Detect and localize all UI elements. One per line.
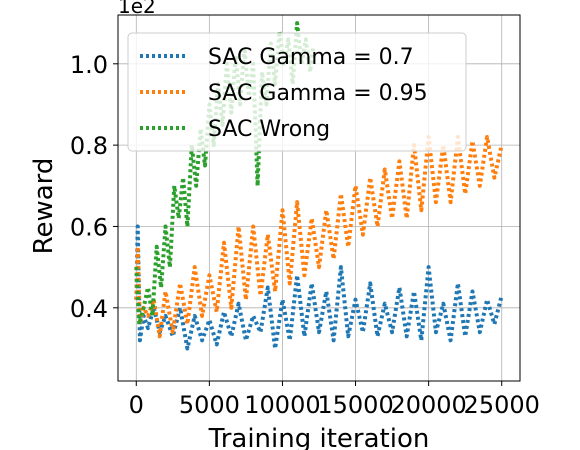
y-axis-title: Reward bbox=[29, 158, 59, 255]
x-tick-label: 25000 bbox=[464, 391, 540, 419]
legend-label-gamma-095: SAC Gamma = 0.95 bbox=[208, 81, 428, 106]
y-tick-label: 0.8 bbox=[70, 132, 108, 160]
y-scale-label: 1e2 bbox=[118, 0, 156, 18]
y-tick-label: 0.4 bbox=[70, 295, 108, 323]
series-line-gamma-095 bbox=[134, 135, 504, 339]
y-axis: 0.4 0.6 0.8 1.0 bbox=[70, 51, 118, 323]
x-axis-title: Training iteration bbox=[208, 424, 430, 450]
series-line-gamma-07 bbox=[134, 224, 504, 351]
x-tick-label: 20000 bbox=[390, 391, 466, 419]
plot-frame bbox=[117, 14, 521, 382]
y-tick-label: 0.6 bbox=[70, 213, 108, 241]
x-tick-label: 15000 bbox=[317, 391, 393, 419]
legend: SAC Gamma = 0.7 SAC Gamma = 0.95 SAC Wro… bbox=[127, 32, 467, 152]
legend-label-gamma-07: SAC Gamma = 0.7 bbox=[208, 45, 414, 70]
x-tick-label: 0 bbox=[129, 391, 144, 419]
legend-label-sac-wrong: SAC Wrong bbox=[208, 117, 330, 142]
y-tick-label: 1.0 bbox=[70, 51, 108, 79]
legend-frame bbox=[127, 32, 467, 152]
x-tick-label: 10000 bbox=[244, 391, 320, 419]
x-tick-label: 5000 bbox=[179, 391, 240, 419]
